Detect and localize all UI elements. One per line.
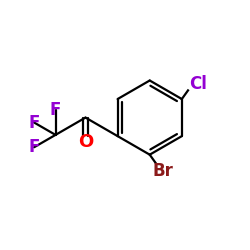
Text: O: O [78, 133, 93, 151]
Text: F: F [28, 114, 40, 132]
Text: F: F [50, 101, 61, 119]
Text: Br: Br [153, 162, 174, 180]
Text: Cl: Cl [189, 75, 207, 93]
Text: F: F [28, 138, 40, 156]
